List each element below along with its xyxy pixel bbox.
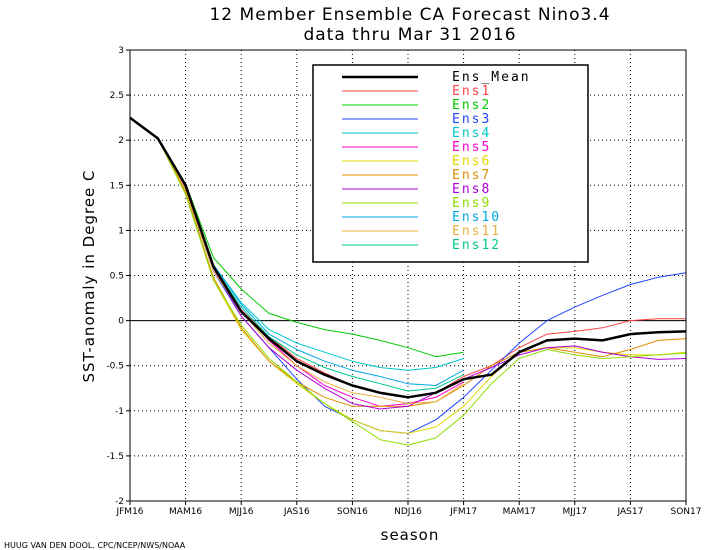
series-line-ens-mean (129, 116, 687, 399)
x-tick-label: NDJ16 (394, 507, 422, 517)
y-tick-label: -1 (115, 407, 124, 417)
y-tick-label: 1.5 (110, 181, 124, 191)
y-tick-label: 1 (118, 226, 124, 236)
series-lines (129, 116, 687, 446)
y-tick-label: 0 (118, 317, 124, 327)
y-tick-label: 0.5 (110, 272, 124, 282)
x-tick-label: MJJ17 (563, 507, 588, 517)
legend-label: Ens12 (452, 238, 501, 253)
x-tick-label: MAM17 (503, 507, 536, 517)
legend-label: Ens8 (452, 182, 491, 197)
credit-text: HUUG VAN DEN DOOL. CPC/NCEP/NWS/NOAA (4, 541, 186, 550)
legend-label: Ens11 (452, 224, 501, 239)
y-axis-ticks: -2 -1.5 -1 -0.5 0 0.5 1 1.5 2 2.5 3 (106, 46, 130, 507)
series-line-ens6 (129, 117, 687, 434)
y-tick-label: 2.5 (110, 91, 124, 101)
x-tick-label: JAS16 (283, 507, 310, 517)
x-tick-label: MAM16 (169, 507, 202, 517)
legend-label: Ens5 (452, 140, 491, 155)
x-tick-label: SON17 (671, 507, 702, 517)
legend-label: Ens10 (452, 210, 501, 225)
y-tick-label: -2 (115, 497, 124, 507)
legend-label: Ens1 (452, 84, 491, 99)
legend-label: Ens2 (452, 98, 491, 113)
legend-label: Ens9 (452, 196, 491, 211)
x-tick-label: MJJ16 (229, 507, 254, 517)
chart-title: 12 Member Ensemble CA Forecast Nino3.4 (209, 5, 610, 25)
legend-label: Ens7 (452, 168, 491, 183)
legend-label: Ens3 (452, 112, 491, 127)
legend: Ens_MeanEns1Ens2Ens3Ens4Ens5Ens6Ens7Ens8… (312, 64, 589, 263)
y-tick-label: -0.5 (106, 362, 124, 372)
y-axis-label: SST-anomaly in Degree C (80, 169, 98, 382)
y-tick-label: -1.5 (106, 452, 124, 462)
x-tick-label: JFM17 (449, 507, 477, 517)
x-tick-label: SON16 (337, 507, 368, 517)
legend-label: Ens_Mean (452, 70, 531, 85)
x-axis-ticks: JFM16 MAM16 MJJ16 JAS16 SON16 NDJ16 JFM17 MAM17… (115, 501, 701, 517)
y-tick-label: 2 (118, 136, 124, 146)
x-tick-label: JFM16 (115, 507, 143, 517)
legend-label: Ens4 (452, 126, 491, 141)
y-tick-label: 3 (118, 46, 124, 56)
x-axis-label: season (381, 526, 440, 544)
series-line-ens11 (129, 117, 464, 405)
legend-label: Ens6 (452, 154, 491, 169)
series-line-ens9 (129, 117, 687, 446)
x-tick-label: JAS17 (616, 507, 643, 517)
chart-subtitle: data thru Mar 31 2016 (303, 25, 516, 45)
legend-box (312, 64, 589, 263)
